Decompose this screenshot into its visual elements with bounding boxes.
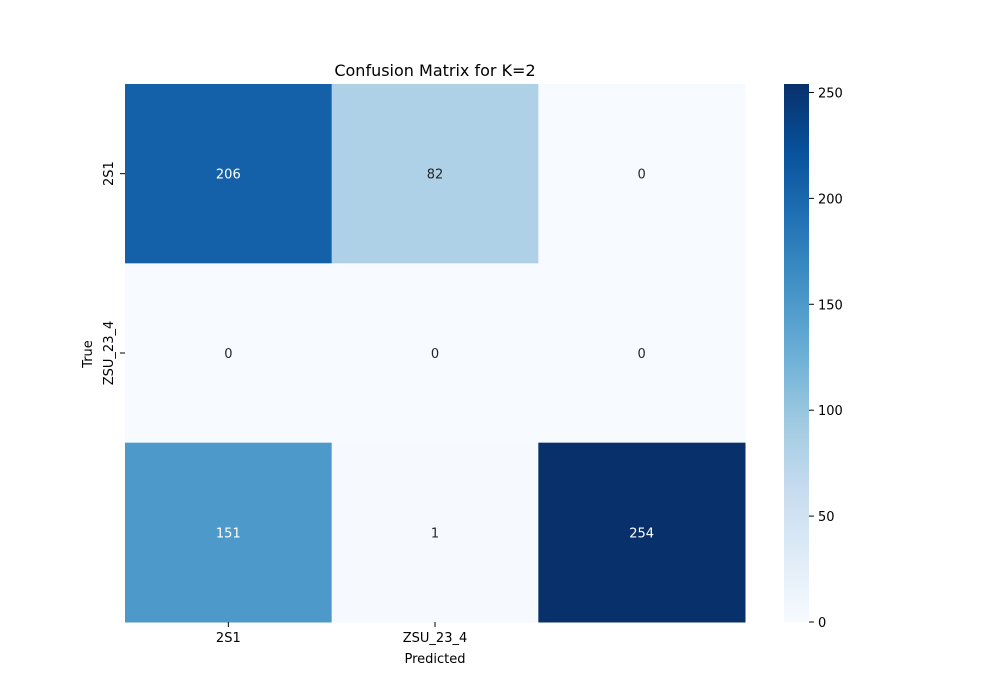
x-axis-ticks: 2S1 ZSU_23_4 [216, 622, 467, 646]
heatmap-cell [538, 84, 746, 264]
heatmap-cell [538, 442, 746, 623]
heatmap-cell [125, 263, 333, 444]
heatmap-cell [125, 442, 333, 623]
heatmap-cell-labels: 206 82 0 0 0 0 151 1 254 [216, 168, 654, 542]
heatmap-cell [538, 263, 746, 444]
colorbar-tick-label: 0 [818, 616, 826, 631]
colorbar-tick-label: 150 [818, 298, 843, 313]
cell-value-label: 206 [216, 168, 241, 183]
y-axis-label: True [81, 340, 96, 369]
colorbar-ticks: 0 50 100 150 200 250 [809, 86, 843, 631]
chart-title: Confusion Matrix for K=2 [334, 61, 535, 80]
cell-value-label: 0 [638, 347, 646, 362]
cell-value-label: 151 [216, 526, 241, 541]
colorbar-tick-label: 100 [818, 404, 843, 419]
colorbar-tick-label: 50 [818, 510, 835, 525]
y-tick-label: 2S1 [102, 161, 117, 186]
cell-value-label: 254 [629, 526, 654, 541]
heatmap-cell [331, 442, 539, 623]
colorbar [784, 84, 809, 622]
y-axis-ticks: 2S1 ZSU_23_4 [102, 161, 125, 385]
colorbar-tick-label: 200 [818, 192, 843, 207]
y-tick-label: ZSU_23_4 [102, 321, 117, 386]
cell-value-label: 0 [431, 347, 439, 362]
heatmap-cells [125, 84, 746, 623]
heatmap-cell [125, 84, 333, 264]
heatmap-cell [331, 263, 539, 444]
x-tick-label: 2S1 [216, 631, 241, 646]
colorbar-tick-label: 250 [818, 86, 843, 101]
heatmap-cell [331, 84, 539, 264]
cell-value-label: 82 [427, 168, 444, 183]
x-axis-label: Predicted [404, 652, 465, 667]
cell-value-label: 0 [638, 168, 646, 183]
cell-value-label: 1 [431, 526, 439, 541]
x-tick-label: ZSU_23_4 [403, 631, 468, 646]
cell-value-label: 0 [224, 347, 232, 362]
